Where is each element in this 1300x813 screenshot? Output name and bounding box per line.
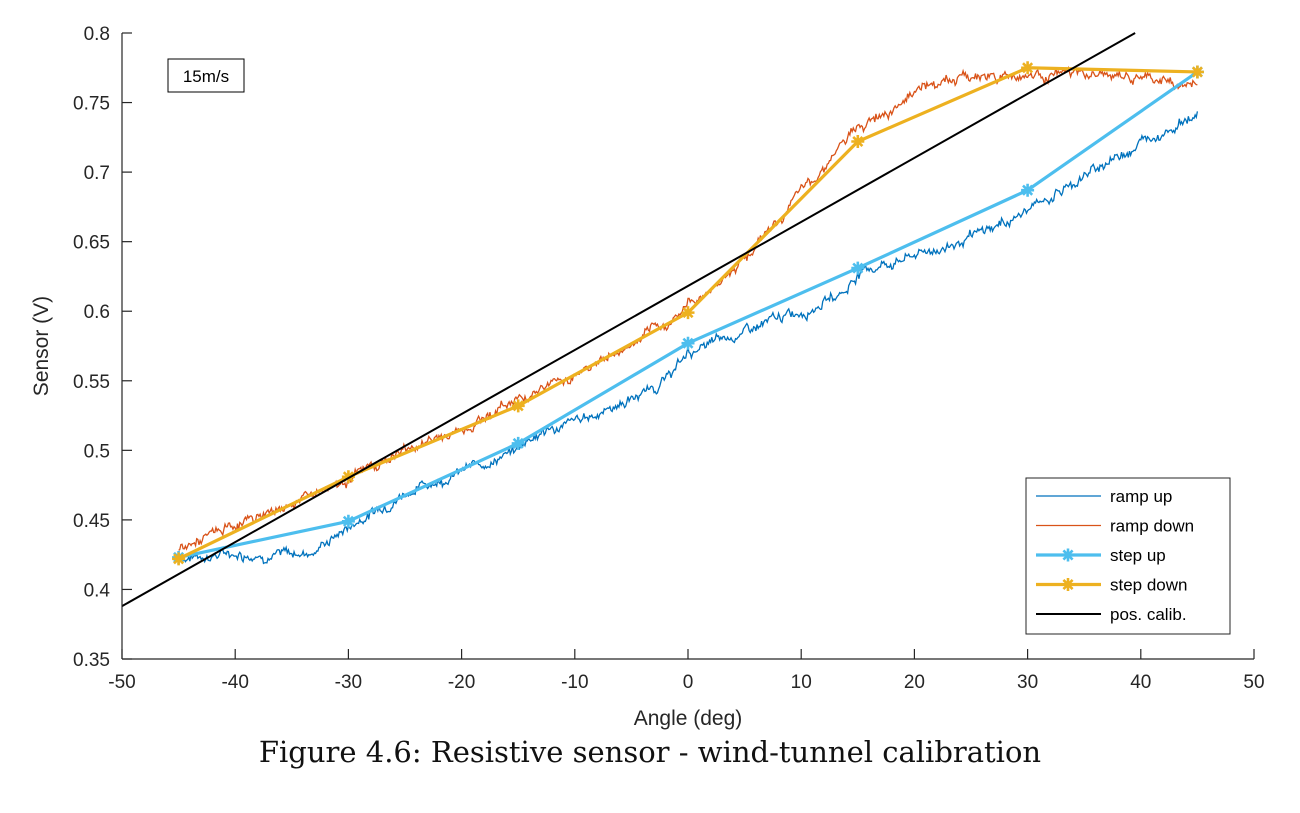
y-tick-label: 0.55 — [73, 372, 110, 393]
y-tick-label: 0.75 — [73, 94, 110, 115]
annotation-box — [167, 58, 245, 93]
x-tick-label: -50 — [108, 672, 135, 693]
y-tick-label: 0.35 — [73, 650, 110, 671]
legend-entry: ramp down — [1036, 517, 1194, 536]
legend-label: step up — [1110, 546, 1166, 565]
series-pos-calib- — [121, 32, 1136, 608]
x-tick-label: 40 — [1130, 672, 1151, 693]
annotation-text: 15m/s — [183, 67, 229, 86]
y-axis-label: Sensor (V) — [30, 296, 53, 396]
x-tick-label: 50 — [1243, 672, 1264, 693]
data-point — [851, 135, 865, 149]
x-tick-label: 10 — [791, 672, 812, 693]
y-tick-label: 0.65 — [73, 233, 110, 254]
y-tick-label: 0.7 — [84, 163, 110, 184]
data-point — [681, 306, 695, 320]
data-point — [1021, 61, 1035, 75]
x-tick-label: -10 — [561, 672, 588, 693]
legend-entry: pos. calib. — [1036, 605, 1187, 624]
x-tick-label: 30 — [1017, 672, 1038, 693]
data-point — [851, 261, 865, 275]
series-line — [121, 32, 1136, 608]
y-tick-label: 0.5 — [84, 441, 110, 462]
legend: ramp up ramp down step up step down pos. cal… — [1025, 477, 1231, 635]
data-point — [1021, 183, 1035, 197]
legend-entry: step up — [1036, 546, 1166, 565]
x-axis-label: Angle (deg) — [634, 707, 743, 730]
legend-label: step down — [1110, 576, 1188, 595]
legend-entry: step down — [1036, 576, 1188, 595]
annotation: 15m/s — [167, 58, 245, 93]
data-point — [511, 399, 525, 413]
data-point — [1190, 65, 1204, 79]
y-tick-label: 0.4 — [84, 580, 111, 601]
data-point — [511, 436, 525, 450]
data-point — [341, 470, 355, 484]
legend-marker — [1061, 578, 1075, 591]
ticks: -50 -40 -30 -20 -10 0 10 20 30 40 50 0.35 0.4 0.45 0.5… — [73, 24, 1265, 693]
legend-marker — [1061, 548, 1075, 562]
y-tick-label: 0.8 — [84, 24, 110, 45]
data-point — [681, 336, 695, 350]
data-point — [172, 552, 186, 566]
legend-entry: ramp up — [1036, 487, 1172, 506]
legend-label: ramp down — [1110, 517, 1194, 536]
y-tick-label: 0.6 — [84, 302, 110, 323]
data-point — [341, 514, 355, 528]
x-tick-label: -30 — [335, 672, 362, 693]
figure-caption: Figure 4.6: Resistive sensor - wind-tunn… — [258, 735, 1042, 769]
chart: -50 -40 -30 -20 -10 0 10 20 30 40 50 0.35 0.4 0.45 0.5… — [30, 24, 1265, 730]
x-tick-label: -40 — [221, 672, 248, 693]
x-tick-label: -20 — [448, 672, 475, 693]
y-tick-label: 0.45 — [73, 511, 110, 532]
x-tick-label: 0 — [683, 672, 694, 693]
series-step-down — [172, 61, 1204, 566]
x-tick-label: 20 — [904, 672, 925, 693]
series-layer — [121, 32, 1204, 608]
legend-label: pos. calib. — [1110, 605, 1187, 624]
legend-label: ramp up — [1110, 487, 1172, 506]
